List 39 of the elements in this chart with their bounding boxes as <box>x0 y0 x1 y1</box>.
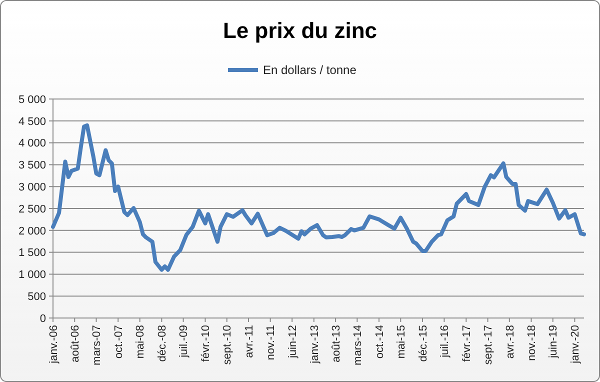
x-tick-label: août-06 <box>69 325 82 362</box>
x-tick-label: mai-08 <box>134 325 147 359</box>
x-tick-label: déc.-15 <box>417 325 430 362</box>
x-tick-label: avr.-18 <box>504 325 516 359</box>
y-tick-label: 5 000 <box>18 94 46 106</box>
x-tick-label: avr.-11 <box>243 325 256 358</box>
chart-title: Le prix du zinc <box>222 18 378 43</box>
y-tick-label: 3 000 <box>18 181 46 194</box>
y-tick-label: 1 500 <box>18 247 46 260</box>
legend-label: En dollars / tonne <box>263 63 357 78</box>
x-tick-label: févr.-17 <box>460 325 473 362</box>
x-tick-label: janv.-13 <box>308 325 321 364</box>
x-tick-label: oct.-07 <box>112 325 125 359</box>
x-tick-label: mars-07 <box>91 325 104 366</box>
x-tick-label: juin-12 <box>286 325 299 360</box>
y-tick-label: 2 500 <box>18 203 46 216</box>
x-tick-label: août-13 <box>330 325 342 362</box>
x-tick-label: févr.-10 <box>200 325 212 362</box>
x-tick-label: oct.-14 <box>374 325 386 359</box>
x-tick-label: mars-14 <box>352 325 364 366</box>
x-tick-label: juin-19 <box>548 325 560 360</box>
y-tick-label: 4 500 <box>18 116 46 128</box>
y-tick-label: 0 <box>40 312 46 325</box>
x-tick-label: juil.-16 <box>439 325 452 358</box>
x-tick-label: janv.-06 <box>48 325 60 364</box>
y-tick-label: 1 000 <box>18 269 46 282</box>
y-tick-label: 4 000 <box>18 138 46 150</box>
x-tick-label: janv.-20 <box>570 325 582 364</box>
x-tick-label: mai-15 <box>395 325 408 359</box>
line-series <box>51 123 586 272</box>
x-tick-label: sept.-10 <box>222 325 234 365</box>
x-tick-label: juil.-09 <box>178 325 190 358</box>
y-tick-label: 2 000 <box>18 225 46 238</box>
y-tick-label: 3 500 <box>18 160 46 172</box>
x-tick-label: nov.-18 <box>526 325 538 361</box>
y-tick-label: 500 <box>28 290 46 303</box>
x-tick-label: nov.-11 <box>265 325 278 360</box>
x-tick-label: déc.-08 <box>156 325 169 362</box>
x-tick-label: sept.-17 <box>482 325 495 365</box>
